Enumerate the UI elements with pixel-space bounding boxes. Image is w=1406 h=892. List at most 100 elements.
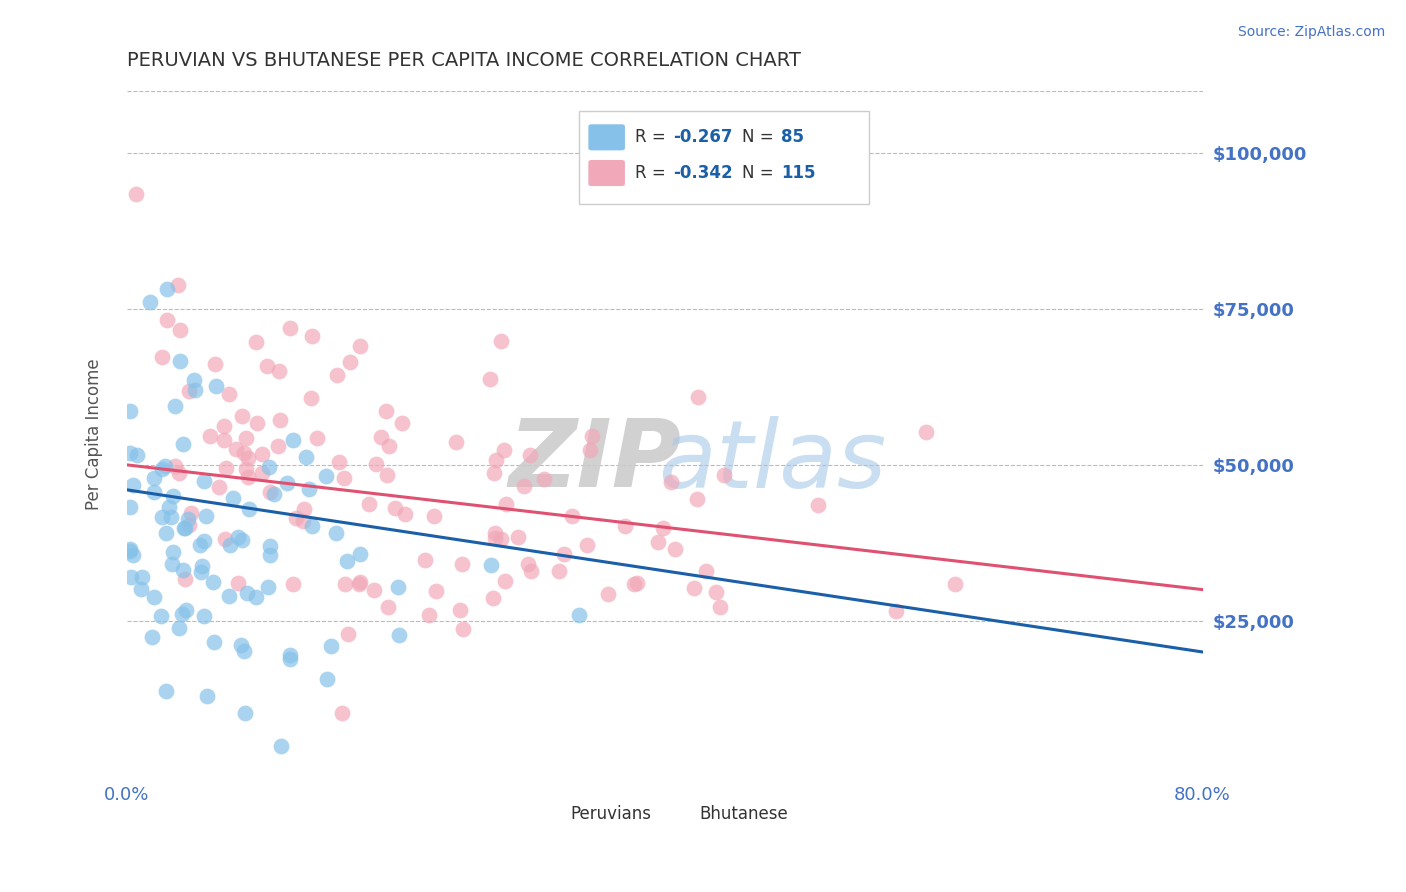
Point xyxy=(156,313,179,327)
Point xyxy=(215,461,238,475)
Point xyxy=(297,483,319,497)
Point xyxy=(218,537,240,551)
Point xyxy=(370,430,392,444)
Point xyxy=(238,501,260,516)
Point xyxy=(659,475,682,489)
Point xyxy=(173,572,195,586)
Point xyxy=(337,627,360,641)
Point xyxy=(222,491,245,506)
Point xyxy=(257,459,280,474)
Point xyxy=(193,533,215,548)
Text: Source: ZipAtlas.com: Source: ZipAtlas.com xyxy=(1237,25,1385,39)
Point xyxy=(450,602,472,616)
Point xyxy=(553,547,575,561)
Point xyxy=(259,539,281,553)
Point xyxy=(177,512,200,526)
Text: 85: 85 xyxy=(780,128,804,146)
Point xyxy=(709,599,731,614)
Point xyxy=(321,640,343,654)
Point xyxy=(125,187,148,202)
Point xyxy=(218,589,240,603)
Point xyxy=(238,451,260,466)
Point xyxy=(152,462,174,476)
Point xyxy=(269,364,291,378)
Point xyxy=(191,558,214,573)
Point xyxy=(195,689,218,703)
Text: Bhutanese: Bhutanese xyxy=(699,805,787,823)
Point xyxy=(652,520,675,534)
Point xyxy=(170,607,193,621)
Point xyxy=(807,499,830,513)
Point xyxy=(330,706,353,721)
Point xyxy=(482,591,505,605)
Point xyxy=(184,383,207,397)
Point xyxy=(479,558,502,572)
Point xyxy=(259,549,281,563)
Point xyxy=(204,357,226,371)
FancyBboxPatch shape xyxy=(579,112,869,204)
Point xyxy=(596,587,619,601)
Point xyxy=(167,278,190,293)
FancyBboxPatch shape xyxy=(588,124,624,151)
Point xyxy=(613,519,636,533)
Point xyxy=(914,425,936,439)
Point xyxy=(349,338,371,352)
Point xyxy=(250,447,273,461)
Point xyxy=(363,583,385,598)
Point xyxy=(212,418,235,433)
Point xyxy=(325,526,347,541)
Point xyxy=(494,443,516,458)
Point xyxy=(232,446,254,460)
Point xyxy=(301,329,323,343)
Point xyxy=(160,557,183,571)
Point xyxy=(349,547,371,561)
FancyBboxPatch shape xyxy=(662,805,693,826)
Point xyxy=(519,564,541,578)
Point xyxy=(195,509,218,524)
Point xyxy=(285,510,308,524)
Point xyxy=(357,496,380,510)
Point xyxy=(495,496,517,510)
Point xyxy=(315,673,337,687)
Point xyxy=(484,531,506,545)
Point xyxy=(263,487,285,501)
Point xyxy=(177,518,200,533)
Point xyxy=(384,501,406,516)
Point xyxy=(235,431,257,445)
Point xyxy=(347,577,370,591)
Point xyxy=(142,471,165,485)
Point xyxy=(225,442,247,456)
Point xyxy=(943,577,966,591)
Point xyxy=(278,652,301,666)
Y-axis label: Per Capita Income: Per Capita Income xyxy=(86,358,103,509)
Point xyxy=(193,474,215,488)
Point xyxy=(444,434,467,449)
Point xyxy=(129,582,152,596)
FancyBboxPatch shape xyxy=(533,805,565,826)
Text: 115: 115 xyxy=(780,164,815,182)
Point xyxy=(533,472,555,486)
Point xyxy=(143,590,166,604)
FancyBboxPatch shape xyxy=(588,160,624,186)
Point xyxy=(339,354,361,368)
Point xyxy=(333,470,356,484)
Point xyxy=(204,379,226,393)
Point xyxy=(561,508,583,523)
Point xyxy=(232,644,254,658)
Point xyxy=(174,603,197,617)
Point xyxy=(193,608,215,623)
Point xyxy=(155,525,177,540)
Text: PERUVIAN VS BHUTANESE PER CAPITA INCOME CORRELATION CHART: PERUVIAN VS BHUTANESE PER CAPITA INCOME … xyxy=(127,51,801,70)
Point xyxy=(267,439,290,453)
Point xyxy=(391,416,413,430)
Point xyxy=(704,584,727,599)
Point xyxy=(695,564,717,578)
Point xyxy=(494,574,516,588)
Point xyxy=(278,321,301,335)
Text: R =: R = xyxy=(634,164,671,182)
Point xyxy=(375,404,398,418)
Point xyxy=(122,548,145,562)
Point xyxy=(156,282,179,296)
Point xyxy=(183,373,205,387)
Text: R =: R = xyxy=(634,128,671,146)
